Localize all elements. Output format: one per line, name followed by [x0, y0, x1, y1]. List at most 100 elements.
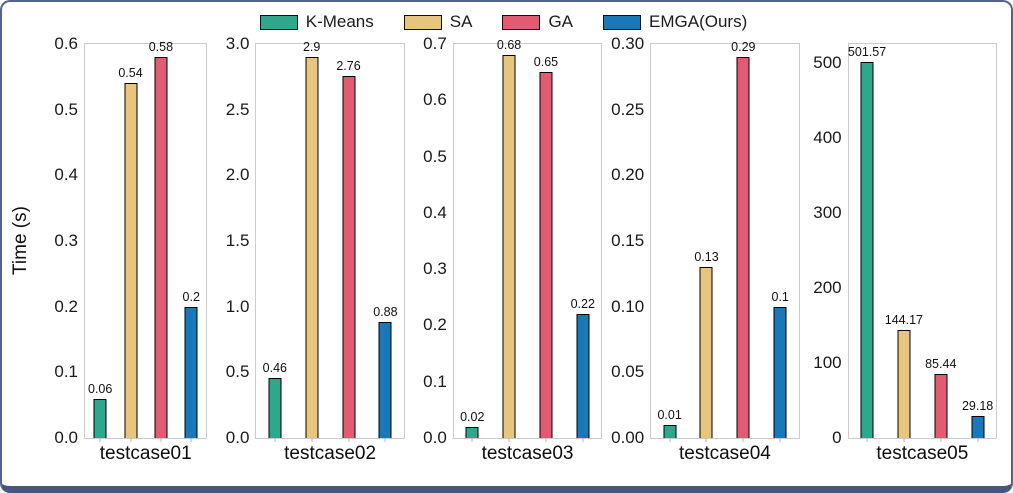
bar-value-label: 0.88 [373, 305, 398, 320]
y-tick-label: 0.2 [423, 315, 447, 335]
x-tick [130, 438, 132, 442]
bar-k-means [663, 424, 677, 438]
y-tick-label: 0.1 [423, 371, 447, 391]
bar-value-label: 0.01 [657, 407, 682, 422]
bar-emga-ours [184, 306, 198, 438]
y-tick-label: 0.5 [225, 362, 250, 382]
plot-area-testcase03: 0.02 0.68 0.65 0.22 [452, 38, 603, 442]
y-tick-label: 0 [832, 428, 842, 447]
legend-swatch-sa [403, 14, 442, 30]
y-axis-testcase02: 0.0 0.5 1.0 1.5 2.0 2.5 3.0 [207, 35, 255, 447]
y-axis-testcase01: 0.0 0.1 0.2 0.3 0.4 0.5 0.6 [36, 35, 84, 447]
bar-ga [736, 57, 750, 438]
x-axis-label-testcase02: testcase02 [284, 443, 377, 464]
bar-value-label: 0.1 [771, 289, 789, 304]
bar-k-means [93, 398, 107, 438]
y-tick-label: 2.0 [225, 165, 250, 185]
x-tick [99, 438, 101, 442]
y-tick-label: 0.5 [423, 146, 447, 166]
bar-value-label: 0.13 [694, 250, 719, 265]
plot-area-testcase04: 0.01 0.13 0.29 0.1 [650, 40, 800, 442]
subplot-testcase05: 0 100 200 300 400 500 501.57 144.17 85.44 29.18 te… [800, 43, 998, 469]
legend-swatch-ga [502, 14, 541, 30]
x-tick [940, 438, 942, 442]
subplot-testcase02: 0.0 0.5 1.0 1.5 2.0 2.5 3.0 0.46 2.9 2.76 0.88 test… [207, 35, 405, 469]
y-tick-label: 0.25 [611, 99, 645, 119]
bar-value-label: 2.9 [302, 40, 321, 55]
bar-sa [699, 267, 713, 438]
y-tick-label: 300 [813, 202, 842, 222]
legend-item-ga: GA [502, 12, 573, 32]
plot-row-testcase02: 0.0 0.5 1.0 1.5 2.0 2.5 3.0 0.46 2.9 2.76 0.88 [207, 35, 405, 447]
plot-row-testcase05: 0 100 200 300 400 500 501.57 144.17 85.44 29.18 [800, 43, 998, 447]
y-tick-label: 200 [813, 277, 842, 297]
bar-sa [305, 57, 319, 438]
y-tick-label: 1.5 [225, 231, 250, 250]
x-tick [866, 438, 868, 442]
plot-row-testcase03: 0.0 0.1 0.2 0.3 0.4 0.5 0.6 0.7 0.02 0.68 0.65 0.22 [405, 35, 603, 447]
x-axis-label-testcase03: testcase03 [481, 443, 574, 464]
x-axis-label-testcase04: testcase04 [678, 443, 771, 464]
bar-k-means [465, 426, 479, 438]
bar-emga-ours [576, 314, 590, 438]
x-tick [348, 438, 350, 442]
legend-swatch-emga-ours [603, 14, 642, 30]
bar-value-label: 501.57 [847, 44, 887, 59]
x-axis-label-testcase01: testcase01 [99, 443, 192, 464]
bar-emga-ours [378, 322, 392, 438]
x-tick [742, 438, 744, 442]
legend-item-emga-ours: EMGA(Ours) [603, 12, 747, 32]
y-tick-label: 0.05 [611, 362, 645, 382]
y-tick-label: 0.2 [54, 296, 78, 316]
y-tick-label: 0.6 [54, 34, 78, 53]
bar-value-label: 0.02 [460, 409, 485, 424]
bar-value-label: 0.46 [262, 360, 287, 375]
x-tick [705, 438, 707, 442]
bar-k-means [860, 61, 874, 438]
x-tick [669, 438, 671, 442]
bar-ga [154, 57, 168, 438]
x-tick [190, 438, 192, 442]
legend-item-k-means: K-Means [259, 12, 374, 32]
x-tick [903, 438, 905, 442]
subplot-testcase04: 0.00 0.05 0.10 0.15 0.20 0.25 0.30 0.01 0.13 0.29… [602, 35, 800, 469]
bar-value-label: 0.54 [118, 66, 143, 81]
bar-value-label: 0.29 [731, 40, 756, 55]
bar-value-label: 144.17 [884, 312, 924, 327]
y-tick-label: 0.15 [611, 231, 645, 250]
legend-swatch-k-means [259, 14, 298, 30]
x-tick [508, 438, 510, 442]
y-tick-label: 0.0 [423, 428, 447, 447]
bar-value-label: 2.76 [336, 58, 361, 73]
y-tick-label: 0.5 [54, 99, 78, 119]
y-tick-label: 0.3 [423, 259, 447, 279]
y-tick-label: 0.00 [611, 428, 645, 447]
legend-label-sa: SA [449, 12, 473, 31]
bar-value-label: 0.2 [182, 289, 200, 304]
x-tick [274, 438, 276, 442]
plot-row-testcase04: 0.00 0.05 0.10 0.15 0.20 0.25 0.30 0.01 0.13 0.29… [602, 35, 800, 447]
y-tick-label: 0.10 [611, 296, 645, 316]
y-tick-label: 500 [813, 52, 842, 72]
x-axis-label-testcase05: testcase05 [876, 443, 969, 464]
bar-value-label: 29.18 [961, 399, 994, 414]
plot-area-testcase05: 501.57 144.17 85.44 29.18 [847, 43, 998, 442]
y-tick-label: 0.6 [423, 90, 447, 110]
y-tick-label: 0.4 [54, 165, 78, 185]
x-tick [384, 438, 386, 442]
x-tick [582, 438, 584, 442]
y-tick-label: 100 [813, 352, 842, 372]
y-axis-testcase05: 0 100 200 300 400 500 [800, 43, 848, 446]
plot-area-testcase01: 0.06 0.54 0.58 0.2 [84, 40, 208, 442]
y-axis-testcase04: 0.00 0.05 0.10 0.15 0.20 0.25 0.30 [602, 35, 650, 447]
bar-value-label: 0.68 [496, 38, 522, 53]
x-tick [160, 438, 162, 442]
plot-area-testcase02: 0.46 2.9 2.76 0.88 [255, 40, 405, 442]
bar-emga-ours [971, 416, 985, 438]
subplot-testcase03: 0.0 0.1 0.2 0.3 0.4 0.5 0.6 0.7 0.02 0.68 0.65 0.22… [405, 35, 603, 469]
y-tick-label: 0.0 [54, 428, 78, 447]
y-tick-label: 0.20 [611, 165, 645, 185]
y-tick-label: 1.0 [225, 296, 250, 316]
y-tick-label: 0.3 [54, 231, 78, 250]
